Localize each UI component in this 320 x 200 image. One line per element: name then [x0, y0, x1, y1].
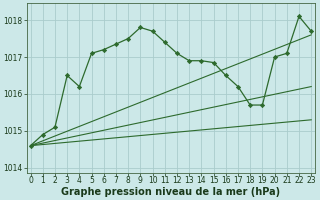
X-axis label: Graphe pression niveau de la mer (hPa): Graphe pression niveau de la mer (hPa) — [61, 187, 280, 197]
